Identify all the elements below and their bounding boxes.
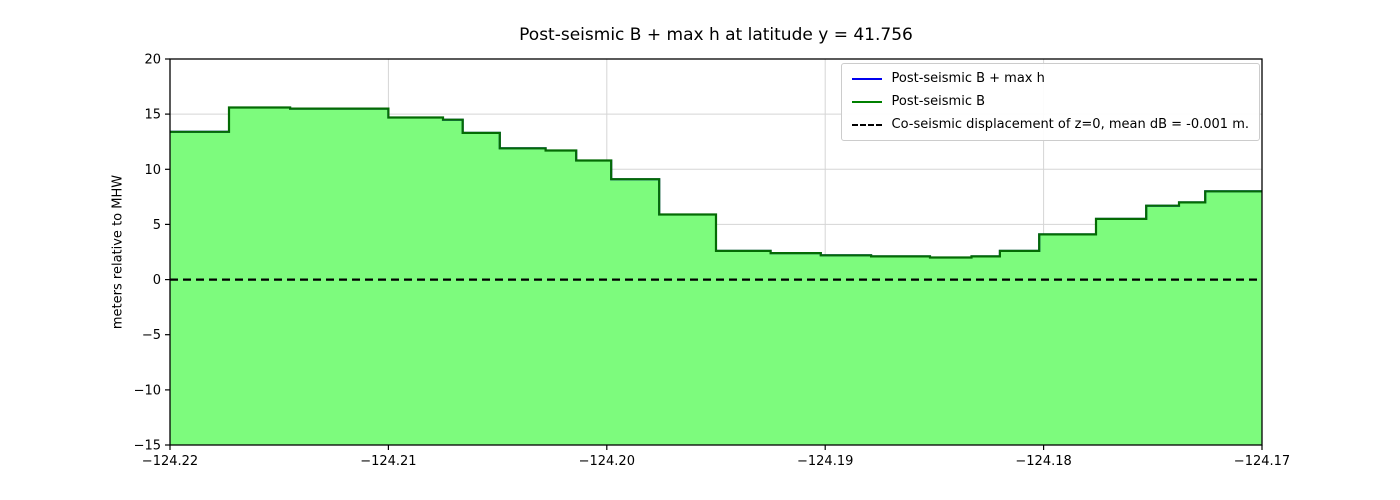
svg-text:5: 5	[153, 218, 161, 233]
legend-line-sample	[851, 78, 882, 80]
svg-text:−15: −15	[134, 439, 161, 454]
plot-border	[169, 58, 1263, 446]
svg-text:20: 20	[144, 53, 161, 68]
svg-text:−124.21: −124.21	[360, 454, 416, 469]
svg-text:−124.18: −124.18	[1015, 454, 1071, 469]
y-axis-label: meters relative to MHW	[110, 174, 126, 330]
svg-text:−124.19: −124.19	[797, 454, 853, 469]
svg-text:15: 15	[144, 108, 161, 123]
legend: Post-seismic B + max h Post-seismic B Co…	[840, 63, 1260, 141]
y-axis-ticks: −15 −10 −5 0 5 10 15 20	[134, 53, 170, 454]
legend-item: Co-seismic displacement of z=0, mean dB …	[851, 117, 1250, 133]
legend-item-label: Post-seismic B + max h	[891, 71, 1045, 86]
legend-line-sample	[851, 101, 882, 103]
svg-text:−5: −5	[142, 328, 161, 343]
svg-text:−124.17: −124.17	[1234, 454, 1290, 469]
chart-title: Post-seismic B + max h at latitude y = 4…	[519, 25, 913, 45]
x-axis-ticks: −124.22 −124.21 −124.20 −124.19 −124.18 −124.…	[142, 445, 1290, 469]
svg-text:−10: −10	[134, 383, 161, 398]
legend-item: Post-seismic B + max h	[851, 71, 1250, 87]
svg-text:−124.20: −124.20	[579, 454, 635, 469]
legend-item: Post-seismic B	[851, 94, 1250, 110]
legend-item-label: Post-seismic B	[891, 94, 986, 109]
legend-line-sample	[851, 124, 882, 126]
svg-text:0: 0	[153, 273, 161, 288]
legend-item-label: Co-seismic displacement of z=0, mean dB …	[891, 117, 1250, 132]
post-seismic-b-area	[170, 107, 1262, 445]
post-seismic-b-line	[170, 106, 1262, 259]
svg-text:−124.22: −124.22	[142, 454, 198, 469]
svg-text:10: 10	[144, 163, 161, 178]
